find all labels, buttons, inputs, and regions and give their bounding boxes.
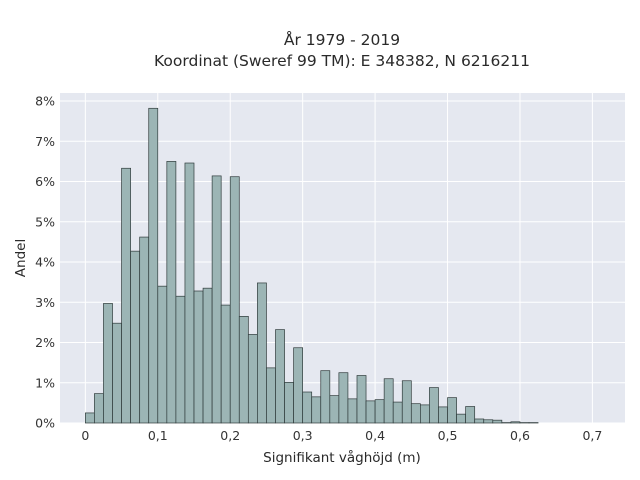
histogram-bar bbox=[184, 162, 195, 424]
y-tick-label: 4% bbox=[35, 255, 55, 270]
histogram-bar bbox=[483, 419, 494, 424]
histogram-bar bbox=[94, 393, 104, 424]
histogram-bar bbox=[320, 370, 331, 424]
y-tick-label: 7% bbox=[35, 134, 55, 149]
histogram-bar bbox=[293, 347, 304, 424]
histogram-bar bbox=[211, 175, 222, 424]
y-axis-label: Andel bbox=[13, 239, 29, 277]
histogram-bar bbox=[410, 403, 421, 424]
histogram-bar bbox=[365, 400, 376, 424]
histogram-bar bbox=[220, 304, 231, 424]
y-tick-label: 8% bbox=[35, 94, 55, 109]
histogram-bar bbox=[157, 285, 168, 424]
histogram-bar bbox=[383, 378, 394, 424]
histogram-bar bbox=[338, 372, 349, 424]
histogram-bar bbox=[392, 401, 403, 424]
histogram-bar bbox=[112, 322, 122, 424]
x-tick-label: 0 bbox=[81, 428, 89, 443]
y-tick-label: 0% bbox=[35, 416, 55, 431]
y-tick-label: 5% bbox=[35, 214, 55, 229]
histogram-bar bbox=[492, 419, 503, 424]
histogram-bar bbox=[438, 406, 448, 424]
histogram-bar bbox=[275, 329, 285, 424]
chart-subtitle: Koordinat (Sweref 99 TM): E 348382, N 62… bbox=[154, 52, 530, 70]
histogram-bar bbox=[139, 236, 150, 424]
x-tick-label: 0,4 bbox=[365, 428, 385, 443]
x-tick-label: 0,5 bbox=[438, 428, 458, 443]
histogram-bar bbox=[420, 404, 430, 424]
x-axis-label: Signifikant våghöjd (m) bbox=[263, 449, 421, 466]
histogram-bar bbox=[302, 391, 313, 424]
histogram-bar bbox=[356, 375, 367, 424]
histogram-bar bbox=[175, 295, 186, 424]
histogram-bar bbox=[465, 406, 476, 424]
histogram-bar bbox=[401, 380, 412, 424]
histogram-bar bbox=[166, 161, 177, 424]
x-tick-label: 0,3 bbox=[293, 428, 313, 443]
histogram-bar bbox=[121, 167, 131, 424]
histogram-bar bbox=[266, 367, 276, 424]
histogram-bar bbox=[148, 107, 159, 424]
histogram-bar bbox=[202, 287, 213, 424]
histogram-bar bbox=[456, 413, 466, 424]
y-tick-label: 1% bbox=[35, 375, 55, 390]
histogram-bars bbox=[84, 107, 539, 424]
histogram-bar bbox=[311, 396, 322, 424]
histogram-bar bbox=[247, 334, 258, 424]
histogram-bar bbox=[238, 316, 249, 424]
x-axis-ticks: 0 0,1 0,2 0,3 0,4 0,5 0,6 0,7 bbox=[81, 428, 602, 443]
chart-title: År 1979 - 2019 bbox=[284, 30, 400, 49]
x-tick-label: 0,1 bbox=[148, 428, 168, 443]
histogram-bar bbox=[130, 250, 141, 424]
histogram-bar bbox=[474, 418, 485, 424]
histogram-bar bbox=[429, 387, 439, 424]
histogram-bar bbox=[284, 382, 294, 424]
histogram-bar bbox=[347, 398, 358, 424]
histogram-bar bbox=[374, 399, 385, 424]
histogram-bar bbox=[103, 303, 113, 424]
histogram-bar bbox=[329, 395, 340, 424]
histogram-bar bbox=[257, 282, 267, 424]
histogram-bar bbox=[447, 397, 457, 424]
y-tick-label: 3% bbox=[35, 295, 55, 310]
x-tick-label: 0,7 bbox=[582, 428, 602, 443]
y-axis-ticks: 0% 1% 2% 3% 4% 5% 6% 7% 8% bbox=[35, 94, 55, 431]
x-tick-label: 0,6 bbox=[510, 428, 530, 443]
y-tick-label: 2% bbox=[35, 335, 55, 350]
histogram-bar bbox=[193, 290, 204, 424]
y-tick-label: 6% bbox=[35, 174, 55, 189]
x-tick-label: 0,2 bbox=[220, 428, 240, 443]
histogram-bar bbox=[510, 421, 521, 424]
histogram-bar bbox=[84, 412, 95, 424]
histogram-bar bbox=[229, 176, 240, 424]
